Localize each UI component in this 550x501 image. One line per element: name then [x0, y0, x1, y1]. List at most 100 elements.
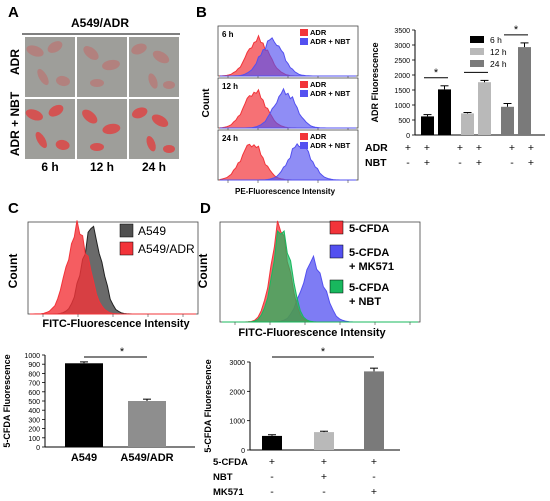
bar-A549 — [65, 363, 103, 447]
panel-d-bar-chart: 0 1000 2000 3000 5-CFDA Fluorescence * — [203, 346, 400, 455]
y-tick-label: 3500 — [394, 28, 410, 35]
condition-sign: + — [371, 486, 377, 498]
cell-blob — [102, 59, 120, 71]
cell-blob — [56, 75, 70, 87]
y-tick-label: 3000 — [229, 360, 245, 367]
panel-b-hist-ylabel: Count — [201, 88, 212, 118]
legend-label-0: 6 h — [490, 35, 502, 45]
significance-star: * — [514, 24, 519, 36]
histogram-time-label: 24 h — [222, 134, 238, 143]
panel-b-condition-table: ADR + + + + + + NBT - + - + - + — [365, 142, 534, 169]
y-tick-label: 2500 — [394, 58, 410, 65]
cell-blob — [90, 79, 104, 87]
legend-label-1: ADR + NBT — [310, 37, 351, 46]
legend-swatch-0 — [300, 133, 308, 140]
panel-a-row-label-adr: ADR — [8, 49, 22, 75]
legend-label-0: ADR — [310, 28, 327, 37]
significance-star: * — [434, 67, 439, 79]
condition-sign: + — [424, 142, 430, 154]
significance-star: * — [474, 61, 479, 73]
condition-sign: + — [269, 456, 275, 468]
condition-label-ADR: ADR — [365, 142, 388, 154]
condition-sign: + — [405, 142, 411, 154]
legend-swatch-1 — [300, 90, 308, 97]
bar-1 — [314, 432, 334, 450]
legend-swatch-1 — [300, 142, 308, 149]
y-tick-label: 600 — [28, 390, 40, 397]
condition-sign: - — [458, 157, 462, 169]
legend-swatch-0 — [300, 29, 308, 36]
legend-swatch-2 — [470, 60, 484, 67]
significance-star: * — [321, 346, 326, 358]
cell-blob — [151, 114, 169, 127]
legend-swatch-0 — [119, 223, 134, 238]
histogram-frame — [27, 221, 199, 315]
cell-blob — [83, 46, 99, 60]
y-axis-label: 5-CFDA Fluorescence — [2, 354, 12, 447]
legend-label-1-line-0: 5-CFDA — [349, 247, 389, 259]
condition-sign: + — [476, 142, 482, 154]
panel-a-row-label-adr-nbt: ADR + NBT — [8, 91, 22, 156]
y-tick-label: 500 — [28, 399, 40, 406]
legend-swatch-2 — [329, 279, 344, 294]
legend-swatch-0 — [329, 220, 344, 235]
condition-label-NBT: NBT — [365, 157, 387, 169]
y-tick-label: 900 — [28, 362, 40, 369]
cell-blob — [35, 131, 47, 149]
y-tick-label: 1000 — [394, 103, 410, 110]
panel-d-histogram: 5-CFDA 5-CFDA + MK571 5-CFDA + NBT — [219, 220, 421, 325]
condition-sign: - — [406, 157, 410, 169]
y-tick-label: 700 — [28, 381, 40, 388]
legend-label-2-line-1: + NBT — [349, 296, 381, 308]
x-category-label: A549/ADR — [120, 452, 173, 464]
panel-d-hist-xlabel: FITC-Fluorescence Intensity — [238, 327, 386, 339]
legend-label-0-line-0: 5-CFDA — [349, 223, 389, 235]
condition-sign: + — [476, 157, 482, 169]
cell-blob — [37, 68, 49, 86]
y-tick-label: 500 — [398, 118, 410, 125]
cell-blob — [163, 81, 175, 89]
histogram-nbt — [222, 229, 418, 323]
legend-swatch-1 — [470, 48, 484, 55]
bar-24 h-1 — [518, 47, 531, 135]
condition-sign: + — [424, 157, 430, 169]
y-tick-label: 400 — [28, 408, 40, 415]
condition-sign: - — [270, 471, 274, 483]
cell-blob — [131, 107, 148, 119]
legend-label-0: ADR — [310, 80, 327, 89]
cell-blob — [48, 104, 64, 117]
cell-blob — [152, 50, 170, 64]
condition-sign: - — [510, 157, 514, 169]
y-tick-label: 2000 — [229, 389, 245, 396]
x-category-label: A549 — [71, 452, 97, 464]
panel-a-letter: A — [8, 4, 19, 21]
y-axis-label: 5-CFDA Fluorescence — [203, 359, 213, 452]
cell-blob — [47, 41, 63, 53]
panel-d-letter: D — [200, 200, 211, 217]
legend-label-1: A549/ADR — [138, 242, 195, 256]
legend-label-2: 24 h — [490, 59, 507, 69]
bar-0 — [262, 435, 282, 450]
panel-b-bar-chart: 0 500 1000 1500 2000 2500 3000 3500 ADR Fluoresc… — [370, 24, 545, 140]
condition-label-5-CFDA: 5-CFDA — [213, 457, 248, 468]
legend-label-1-line-1: + MK571 — [349, 261, 394, 273]
cell-blob — [146, 136, 156, 152]
y-tick-label: 0 — [241, 448, 245, 455]
panel-c-histogram: A549 A549/ADR — [27, 220, 199, 317]
condition-sign: + — [457, 142, 463, 154]
y-tick-label: 0 — [36, 445, 40, 452]
condition-sign: + — [371, 456, 377, 468]
legend-label-0: ADR — [310, 132, 327, 141]
panel-c-hist-ylabel: Count — [6, 254, 20, 289]
legend-swatch-1 — [300, 38, 308, 45]
panel-d-condition-table: 5-CFDA + + + NBT - + - MK571 - - + — [213, 456, 377, 498]
legend-label-1: 12 h — [490, 47, 507, 57]
histogram-time-label: 6 h — [222, 30, 234, 39]
micrograph-0-2 — [129, 37, 179, 97]
cell-blob — [163, 145, 175, 153]
y-tick-label: 2000 — [394, 73, 410, 80]
y-tick-label: 200 — [28, 427, 40, 434]
significance-star: * — [120, 346, 125, 358]
